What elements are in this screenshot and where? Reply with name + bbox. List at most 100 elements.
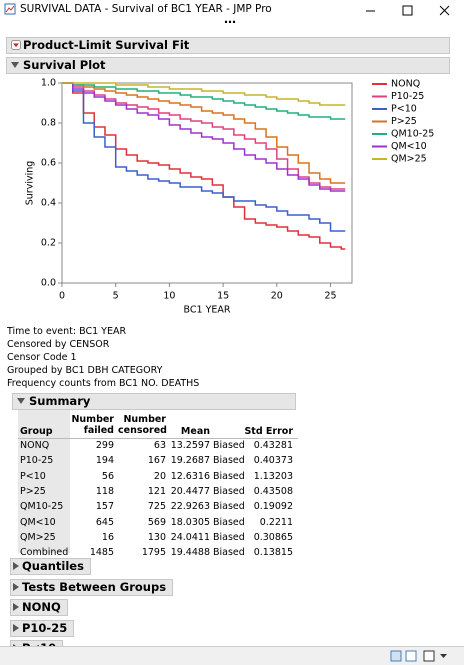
y-tick-label: 0.2 — [41, 238, 56, 249]
table-cell: P>25 — [20, 485, 46, 497]
collapsed-section[interactable]: Quantiles — [10, 558, 91, 575]
y-axis-label: Surviving — [25, 161, 36, 206]
table-cell: 56 — [101, 470, 114, 482]
table-cell: 0.13815 — [253, 547, 293, 559]
group-column-shade — [18, 410, 70, 553]
survival-curve — [62, 82, 346, 250]
disclosure-icon[interactable] — [13, 582, 19, 591]
status-bar — [0, 646, 464, 665]
table-cell: 20.4477 — [170, 485, 210, 497]
x-tick-label: 15 — [217, 291, 229, 302]
table-cell: P<10 — [20, 470, 46, 482]
legend-label: P>25 — [391, 116, 417, 127]
table-cell: Biased — [213, 485, 245, 497]
table-cell: 0.43281 — [253, 440, 293, 451]
table-cell: 0.19092 — [253, 501, 293, 513]
info-line: Censor Code 1 — [7, 352, 77, 363]
legend-label: QM<10 — [391, 141, 427, 152]
x-tick-label: 20 — [271, 291, 283, 302]
table-cell: Biased — [213, 531, 245, 543]
table-cell: 0.43508 — [253, 485, 293, 497]
ellipsis: ⋯ — [224, 15, 236, 29]
survival-curve — [62, 82, 346, 120]
collapsed-section[interactable]: P10-25 — [10, 619, 75, 637]
section-title: Tests Between Groups — [22, 579, 167, 594]
plot-frame — [61, 82, 353, 284]
table-cell: P10-25 — [20, 455, 54, 467]
table-cell: 1795 — [141, 547, 166, 559]
table-cell: 16 — [101, 531, 114, 543]
section-title: P10-25 — [22, 620, 68, 635]
legend-label: QM10-25 — [391, 129, 434, 140]
table-cell: 121 — [147, 485, 166, 497]
x-tick-label: 0 — [59, 291, 65, 302]
survival-curve — [62, 82, 346, 106]
table-cell: Biased — [213, 440, 245, 451]
table-cell: 569 — [147, 516, 166, 528]
table-cell: 18.0305 — [170, 516, 210, 528]
table-header: Group — [20, 426, 53, 437]
survival-curve — [62, 82, 346, 184]
survival-curve — [62, 82, 346, 190]
table-cell: Biased — [213, 501, 245, 513]
table-cell: Biased — [213, 470, 245, 482]
disclosure-icon[interactable] — [13, 603, 19, 611]
red-triangle-menu[interactable] — [11, 40, 21, 50]
info-text: Time to event: BC1 YEAR Censored by CENSO… — [7, 325, 199, 390]
section-title: Quantiles — [22, 559, 84, 573]
table-cell: 20 — [153, 470, 166, 482]
table-cell: 1485 — [89, 547, 114, 559]
legend-label: P<10 — [391, 104, 417, 115]
info-line: Frequency counts from BC1 NO. DEATHS — [7, 378, 200, 389]
y-tick-label: 0.0 — [41, 278, 56, 289]
table-cell: Combined — [20, 547, 69, 559]
summary-title: Summary — [29, 394, 91, 408]
table-cell: 1.13203 — [253, 470, 293, 482]
table-cell: QM10-25 — [20, 501, 64, 513]
table-cell: QM>25 — [20, 531, 56, 543]
disclosure-icon[interactable] — [13, 562, 19, 570]
report-title: Product-Limit Survival Fit — [23, 38, 190, 52]
legend-label: QM>25 — [391, 154, 427, 165]
x-tick-label: 25 — [324, 291, 336, 302]
table-cell: 725 — [147, 501, 166, 513]
disclosure-icon[interactable] — [13, 623, 19, 632]
report-header[interactable]: Product-Limit Survival Fit — [6, 37, 450, 54]
table-cell: 167 — [147, 455, 166, 467]
window-controls[interactable] — [360, 2, 464, 18]
y-tick-label: 0.6 — [41, 158, 56, 169]
table-header: Number censored — [118, 414, 167, 436]
legend-label: P10-25 — [391, 91, 424, 102]
table-cell: 0.30865 — [253, 531, 293, 543]
header-rule — [18, 438, 298, 439]
info-line: Time to event: BC1 YEAR — [7, 326, 127, 337]
info-line: Censored by CENSOR — [7, 339, 110, 350]
table-cell: 63 — [153, 440, 166, 451]
x-tick-label: 5 — [113, 291, 119, 302]
table-cell: 0.2211 — [259, 516, 293, 528]
plot-section-header[interactable]: Survival Plot — [6, 57, 450, 74]
table-cell: 22.9263 — [170, 501, 210, 513]
info-line: Grouped by BC1 DBH CATEGORY — [7, 365, 163, 376]
table-cell: 645 — [95, 516, 114, 528]
section-title: NONQ — [22, 600, 61, 614]
table-cell: Biased — [213, 455, 245, 467]
collapsed-section[interactable]: NONQ — [10, 599, 68, 616]
collapsed-section[interactable]: Tests Between Groups — [10, 578, 174, 596]
table-cell: 118 — [95, 485, 114, 497]
survival-curve — [62, 82, 346, 232]
table-header: Std Error — [244, 426, 293, 437]
table-cell: 194 — [95, 455, 114, 467]
legend-label: NONQ — [391, 79, 420, 90]
summary-header[interactable]: Summary — [12, 393, 296, 410]
table-header: Number failed — [71, 414, 114, 436]
y-tick-label: 0.4 — [41, 198, 56, 209]
table-cell: QM<10 — [20, 516, 56, 528]
app-icon — [4, 3, 16, 15]
table-cell: 299 — [95, 440, 114, 451]
table-cell: 24.0411 — [170, 531, 210, 543]
survival-plot: 0.0 0.2 0.4 0.6 0.8 1.0 0 5 10 15 20 25 BC1 YEAR Surv… — [25, 78, 435, 316]
status-icons[interactable] — [390, 650, 460, 662]
table-cell: 19.4488 — [170, 547, 210, 559]
